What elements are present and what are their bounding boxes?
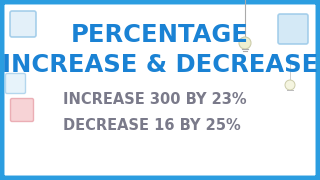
Text: DECREASE 16 BY 25%: DECREASE 16 BY 25%	[63, 118, 241, 132]
Text: INCREASE 300 BY 23%: INCREASE 300 BY 23%	[63, 93, 247, 107]
Circle shape	[239, 37, 251, 49]
Text: INCREASE & DECREASE: INCREASE & DECREASE	[2, 53, 318, 77]
FancyBboxPatch shape	[278, 14, 308, 44]
Circle shape	[285, 80, 295, 90]
FancyBboxPatch shape	[5, 73, 26, 93]
Text: PERCENTAGE: PERCENTAGE	[71, 23, 249, 47]
FancyBboxPatch shape	[11, 98, 34, 122]
FancyBboxPatch shape	[10, 11, 36, 37]
